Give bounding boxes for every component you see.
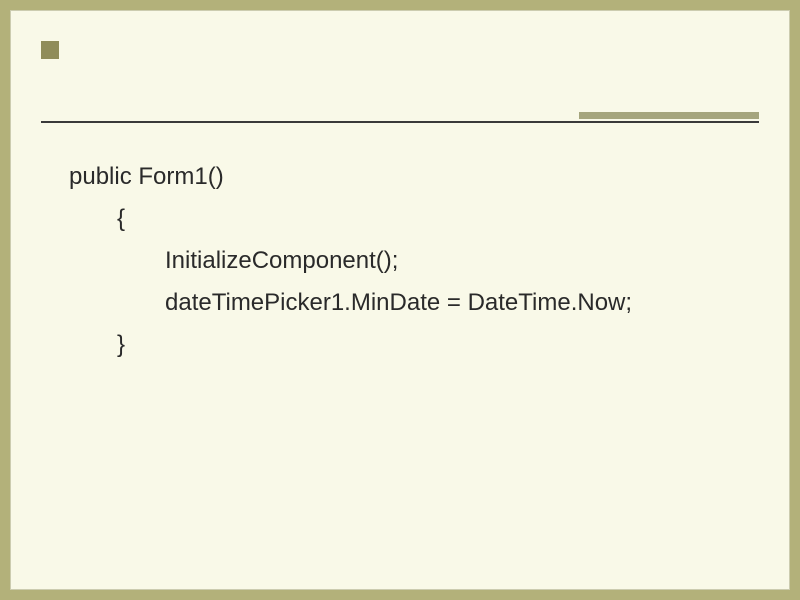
divider-accent bbox=[579, 112, 759, 119]
code-line: } bbox=[69, 324, 759, 366]
code-line: { bbox=[69, 198, 759, 240]
divider-line bbox=[41, 121, 759, 123]
code-line: dateTimePicker1.MinDate = DateTime.Now; bbox=[69, 282, 759, 324]
code-block: public Form1() { InitializeComponent(); … bbox=[69, 156, 759, 366]
code-line: InitializeComponent(); bbox=[69, 240, 759, 282]
code-line: public Form1() bbox=[69, 156, 759, 198]
accent-square bbox=[41, 41, 59, 59]
slide-frame: public Form1() { InitializeComponent(); … bbox=[10, 10, 790, 590]
